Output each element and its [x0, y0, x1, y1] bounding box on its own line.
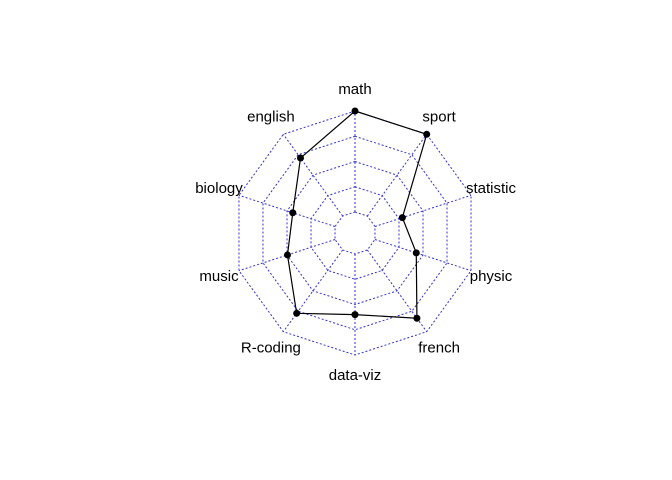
axis-label-R-coding: R-coding [241, 340, 301, 357]
axis-label-french: french [418, 340, 460, 357]
data-point-math [351, 107, 359, 115]
data-point-french [413, 314, 421, 322]
axis-label-music: music [199, 268, 239, 285]
radar-series [283, 107, 431, 322]
spoke-physic [374, 239, 472, 272]
axis-label-data-viz: data-viz [329, 367, 382, 384]
axis-label-sport: sport [422, 108, 456, 125]
data-point-music [283, 251, 291, 259]
axis-label-english: english [247, 108, 295, 125]
grid-ring-1 [334, 211, 376, 255]
axis-label-biology: biology [195, 180, 243, 197]
spoke-statistic [374, 194, 472, 227]
spoke-music [238, 239, 336, 272]
data-point-biology [289, 209, 297, 217]
grid-ring-2 [310, 186, 400, 280]
axis-label-math: math [338, 81, 371, 98]
series-line-1 [286, 110, 428, 319]
spoke-sport [366, 134, 428, 217]
data-point-R-coding [293, 309, 301, 317]
grid-ring-3 [286, 160, 424, 306]
spoke-R-coding [282, 249, 344, 332]
spoke-english [282, 134, 344, 217]
data-point-english [297, 154, 305, 162]
data-point-data-viz [351, 311, 359, 319]
data-point-statistic [398, 214, 406, 222]
data-point-physic [412, 249, 420, 257]
axis-label-statistic: statistic [466, 180, 517, 197]
data-point-sport [423, 130, 431, 138]
axis-labels: math sport statistic physic french data-viz R-… [195, 81, 516, 384]
spoke-biology [238, 194, 336, 227]
axis-label-physic: physic [470, 268, 513, 285]
